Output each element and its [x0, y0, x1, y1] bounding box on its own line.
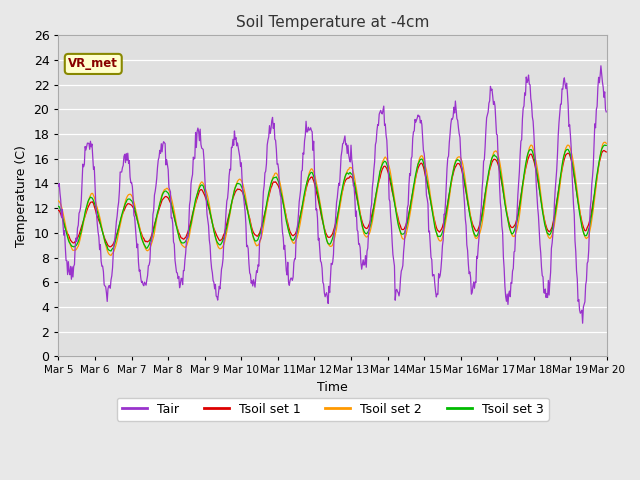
Legend: Tair, Tsoil set 1, Tsoil set 2, Tsoil set 3: Tair, Tsoil set 1, Tsoil set 2, Tsoil se… — [116, 398, 549, 420]
Title: Soil Temperature at -4cm: Soil Temperature at -4cm — [236, 15, 429, 30]
Text: VR_met: VR_met — [68, 58, 118, 71]
X-axis label: Time: Time — [317, 381, 348, 394]
Y-axis label: Temperature (C): Temperature (C) — [15, 145, 28, 247]
